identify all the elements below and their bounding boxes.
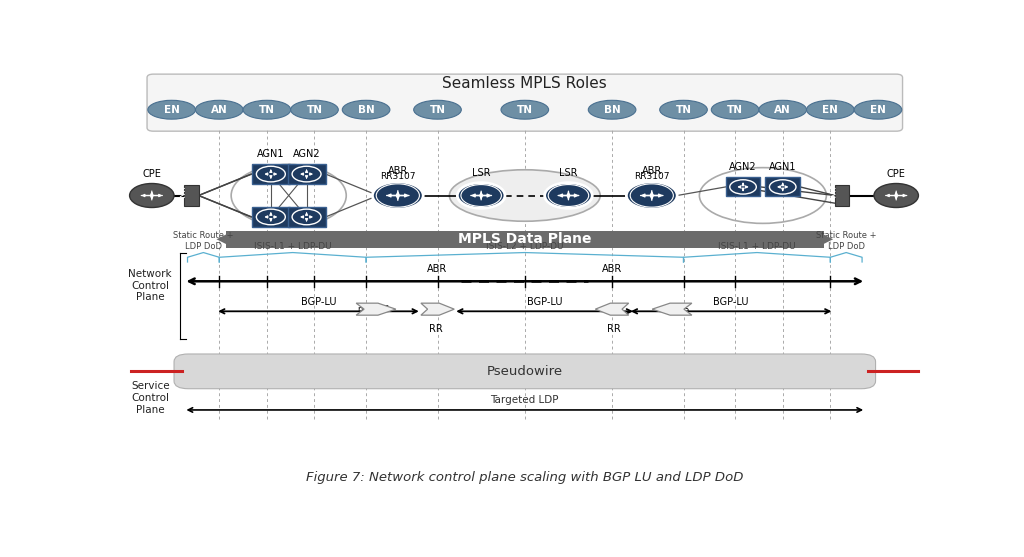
Text: EN: EN [164,105,179,115]
Circle shape [873,183,919,208]
Text: ABR: ABR [642,166,662,176]
Text: AGN: AGN [260,232,282,242]
FancyBboxPatch shape [726,178,761,197]
Ellipse shape [759,100,807,119]
Ellipse shape [659,100,708,119]
Text: CPE: CPE [142,169,161,179]
Circle shape [458,183,505,208]
Ellipse shape [147,100,196,119]
Text: TN: TN [727,105,743,115]
Text: RR: RR [429,324,442,334]
Text: NHS: NHS [604,305,624,314]
Text: Pseudowire: Pseudowire [486,365,563,378]
Text: BN: BN [604,105,621,115]
Text: EN: EN [870,105,886,115]
Ellipse shape [414,100,461,119]
Ellipse shape [854,100,902,119]
Text: no NHS: no NHS [658,305,689,314]
Circle shape [545,183,592,208]
Text: AGN: AGN [296,232,317,242]
Text: AN: AN [211,105,227,115]
Text: BGP-LU: BGP-LU [527,297,562,307]
Polygon shape [356,303,396,315]
FancyBboxPatch shape [252,207,290,227]
Text: LSR: LSR [559,168,578,178]
Text: ABR: ABR [427,265,447,275]
Text: AGN2: AGN2 [293,149,321,159]
FancyBboxPatch shape [765,178,800,197]
Text: Static Route +
LDP DoD: Static Route + LDP DoD [173,232,233,251]
FancyBboxPatch shape [836,185,849,206]
Polygon shape [652,303,692,315]
Text: BGP-LU: BGP-LU [714,297,749,307]
Circle shape [373,182,423,209]
Text: ABR: ABR [602,265,623,275]
Text: Figure 7: Network control plane scaling with BGP LU and LDP DoD: Figure 7: Network control plane scaling … [306,471,743,483]
Text: MPLS Data Plane: MPLS Data Plane [458,232,592,246]
Text: no NHS: no NHS [358,305,389,314]
Text: CPE: CPE [887,169,905,179]
FancyBboxPatch shape [288,164,326,184]
Text: TN: TN [676,105,691,115]
Ellipse shape [501,100,549,119]
FancyBboxPatch shape [225,231,824,248]
Ellipse shape [712,100,759,119]
Text: RR: RR [607,324,621,334]
Text: Network
Control
Plane: Network Control Plane [128,269,172,302]
Text: Static Route +
LDP DoD: Static Route + LDP DoD [816,232,877,251]
Circle shape [627,182,677,209]
Text: ISIS-L2 + LDP-DU: ISIS-L2 + LDP-DU [486,242,563,251]
Polygon shape [421,303,455,315]
Text: TN: TN [517,105,532,115]
Text: TN: TN [259,105,274,115]
Ellipse shape [588,100,636,119]
Text: Targeted LDP: Targeted LDP [490,395,559,405]
Ellipse shape [342,100,390,119]
Text: ISIS-L1 + LDP-DU: ISIS-L1 + LDP-DU [254,242,332,251]
Ellipse shape [807,100,854,119]
FancyBboxPatch shape [252,164,290,184]
Text: RR3107: RR3107 [380,172,416,182]
Text: AGN2: AGN2 [729,162,757,172]
Text: AGN1: AGN1 [257,149,285,159]
Text: Seamless MPLS Roles: Seamless MPLS Roles [442,76,607,91]
Text: TN: TN [429,105,445,115]
FancyBboxPatch shape [288,207,326,227]
FancyBboxPatch shape [184,185,199,206]
Text: ISIS-L1 + LDP-DU: ISIS-L1 + LDP-DU [718,242,796,251]
Text: ABR: ABR [388,166,408,176]
Ellipse shape [291,100,338,119]
Text: Service
Control
Plane: Service Control Plane [131,382,170,414]
Text: BGP-LU: BGP-LU [301,297,336,307]
Text: AN: AN [774,105,792,115]
FancyBboxPatch shape [174,354,876,389]
Polygon shape [595,303,629,315]
Text: EN: EN [822,105,839,115]
Text: RR3107: RR3107 [634,172,670,182]
FancyBboxPatch shape [147,74,902,131]
Text: AGN1: AGN1 [769,162,797,172]
Text: TN: TN [306,105,323,115]
Circle shape [130,183,174,208]
Ellipse shape [243,100,291,119]
Text: NHS: NHS [426,305,445,314]
Text: LSR: LSR [472,168,490,178]
Ellipse shape [450,170,600,221]
Text: BN: BN [357,105,375,115]
Ellipse shape [196,100,243,119]
